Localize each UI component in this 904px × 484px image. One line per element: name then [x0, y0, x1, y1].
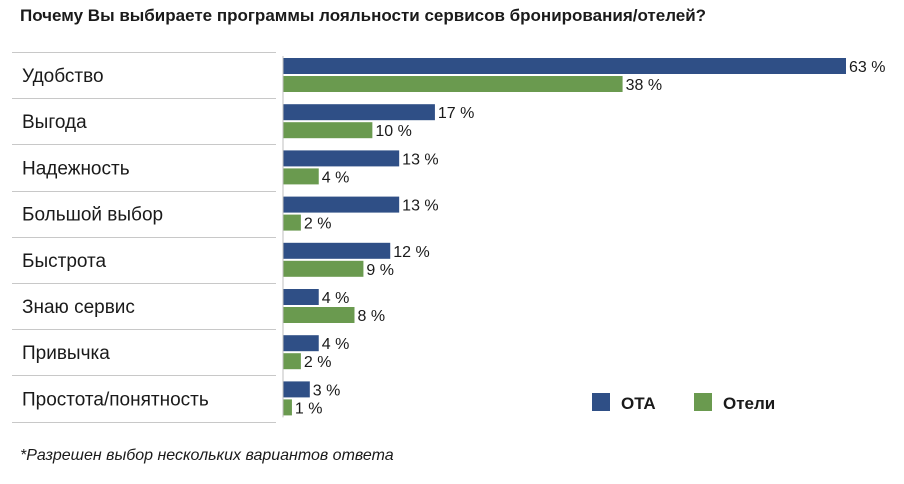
- bar-hotels: [283, 399, 292, 416]
- bar-ota: [283, 150, 400, 167]
- bar-hotels: [283, 168, 319, 185]
- bar-hotels: [283, 307, 355, 323]
- bar-hotels: [283, 214, 301, 231]
- bar-hotels: [283, 122, 373, 139]
- category-label: Большой выбор: [22, 205, 163, 226]
- legend-swatch: [694, 393, 712, 411]
- bar-hotels: [283, 260, 364, 277]
- chart-title: Почему Вы выбираете программы лояльности…: [20, 6, 707, 25]
- category-label: Знаю сервис: [22, 297, 135, 318]
- data-label: 10 %: [375, 123, 411, 140]
- bar-ota: [283, 242, 391, 259]
- bar-ota: [283, 104, 435, 121]
- data-label: 8 %: [357, 308, 385, 325]
- bar-ota: [283, 196, 400, 213]
- category-label: Надежность: [22, 158, 130, 179]
- chart-footnote: *Разрешен выбор нескольких вариантов отв…: [20, 447, 394, 464]
- data-label: 2 %: [304, 216, 332, 233]
- legend-label: OTA: [621, 394, 656, 413]
- data-label: 63 %: [849, 59, 885, 76]
- data-label: 13 %: [402, 198, 438, 215]
- bar-ota: [283, 381, 310, 398]
- bar-hotels: [283, 353, 301, 370]
- data-label: 1 %: [295, 400, 323, 417]
- bar-ota: [283, 335, 319, 352]
- bar-hotels: [283, 76, 623, 92]
- category-label: Выгода: [22, 112, 87, 133]
- data-label: 9 %: [366, 262, 394, 279]
- data-label: 4 %: [322, 290, 350, 307]
- legend-label: Отели: [723, 394, 775, 413]
- category-label: Простота/понятность: [22, 389, 209, 410]
- data-label: 17 %: [438, 105, 474, 122]
- bar-ota: [283, 289, 319, 305]
- data-label: 38 %: [626, 77, 662, 94]
- legend-swatch: [592, 393, 610, 411]
- category-label: Привычка: [22, 343, 110, 364]
- data-label: 13 %: [402, 151, 438, 168]
- category-label: Удобство: [22, 66, 104, 87]
- category-label: Быстрота: [22, 251, 107, 272]
- bar-ota: [283, 58, 846, 74]
- data-label: 12 %: [393, 244, 429, 261]
- data-label: 4 %: [322, 169, 350, 186]
- data-label: 4 %: [322, 336, 350, 353]
- data-label: 3 %: [313, 382, 341, 399]
- data-label: 2 %: [304, 354, 332, 371]
